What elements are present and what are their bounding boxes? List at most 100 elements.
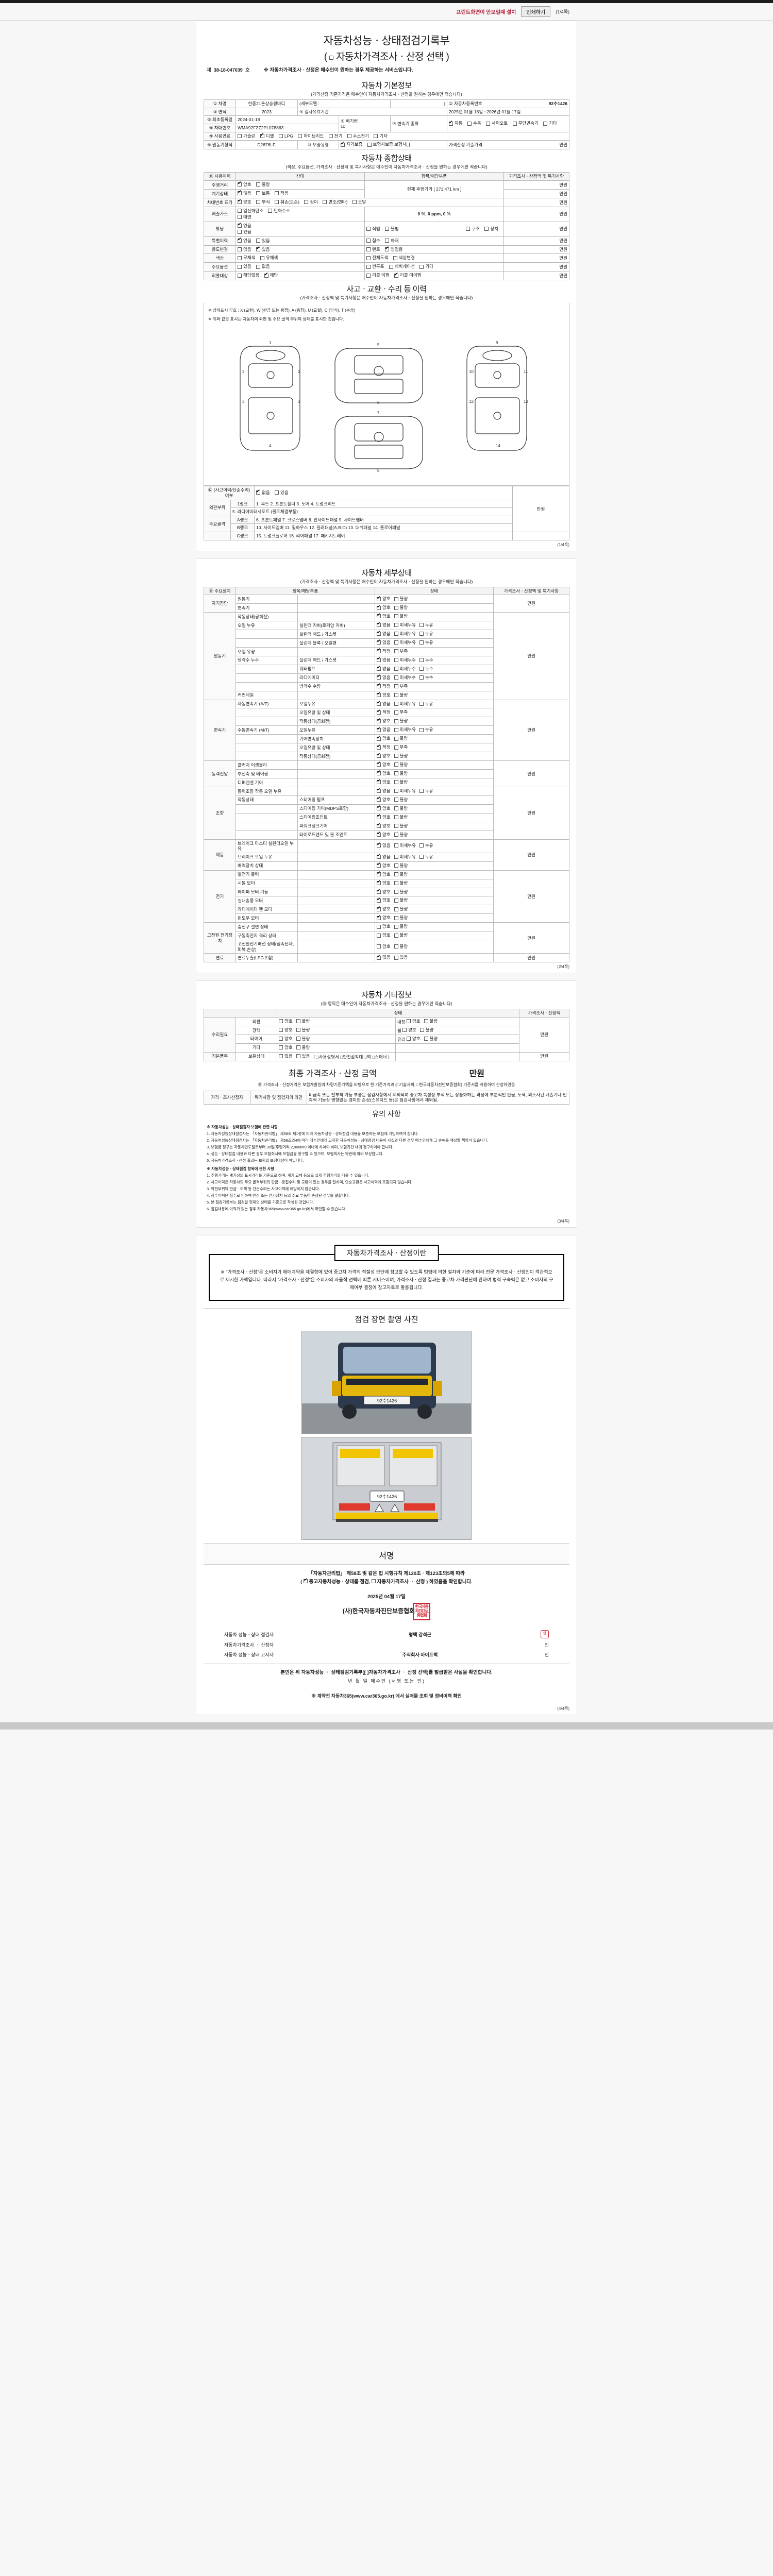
checkbox-icon[interactable] (296, 1028, 300, 1032)
checkbox-icon[interactable] (377, 718, 381, 723)
detail-state-6-3-0[interactable]: 양호 (377, 897, 391, 903)
fuel-opt-4[interactable]: 전기 (328, 133, 342, 139)
checkbox-icon[interactable] (394, 843, 398, 848)
checkbox-icon[interactable] (377, 871, 381, 876)
checkbox-icon[interactable] (377, 814, 381, 819)
tuning-device[interactable]: 장치 (484, 226, 498, 232)
checkbox-icon[interactable] (394, 272, 399, 278)
checkbox-icon[interactable] (385, 226, 390, 231)
checkbox-icon[interactable] (419, 632, 424, 636)
checkbox-icon[interactable] (394, 719, 398, 723)
checkbox-icon[interactable] (402, 1028, 407, 1032)
checkbox-icon[interactable] (366, 264, 371, 269)
tuning-yes[interactable]: 있음 (238, 229, 251, 235)
checkbox-icon[interactable] (377, 683, 381, 688)
checkbox-icon[interactable] (352, 200, 357, 205)
checkbox-icon[interactable] (419, 727, 424, 732)
detail-state-2-5-0[interactable]: 적정 (377, 744, 391, 750)
checkbox-icon[interactable] (407, 1019, 411, 1024)
checkbox-icon[interactable] (385, 238, 390, 243)
checkbox-icon[interactable] (394, 832, 398, 837)
detail-state-7-2-0[interactable]: 양호 (377, 944, 391, 950)
trans-opt-1[interactable]: 수동 (467, 121, 481, 126)
recall-applicable[interactable]: 해당 (264, 272, 278, 278)
detail-state-6-4-0[interactable]: 양호 (377, 906, 391, 912)
checkbox-icon[interactable] (256, 182, 261, 187)
state-good[interactable]: 양호 (238, 181, 251, 188)
detail-state-7-2-1[interactable]: 불량 (394, 944, 408, 950)
checkbox-icon[interactable] (419, 1028, 424, 1032)
checkbox-icon[interactable] (512, 121, 517, 126)
checkbox-icon[interactable] (377, 944, 381, 949)
checkbox-icon[interactable] (279, 1054, 283, 1058)
detail-state-3-0-0[interactable]: 양호 (377, 761, 391, 768)
checkbox-icon[interactable] (377, 596, 381, 601)
checkbox-icon[interactable] (377, 744, 381, 750)
checkbox-icon[interactable] (377, 842, 381, 848)
usechange-yes[interactable]: 있음 (256, 246, 270, 252)
checkbox-icon[interactable] (304, 200, 309, 205)
checkbox-icon[interactable] (377, 630, 381, 636)
detail-state-1-5-0[interactable]: 없음 (377, 656, 391, 663)
detail-state-3-2-0[interactable]: 양호 (377, 778, 391, 785)
checkbox-icon[interactable] (366, 247, 371, 251)
detail-state-5-0-2[interactable]: 누유 (419, 843, 433, 849)
checkbox-icon[interactable] (377, 770, 381, 776)
checkbox-icon[interactable] (377, 831, 381, 837)
detail-state-4-1-0[interactable]: 양호 (377, 796, 391, 803)
fuel-opt-3[interactable]: 하이브리드 (298, 133, 324, 139)
detail-state-1-0-0[interactable]: 양호 (377, 613, 391, 619)
checkbox-icon[interactable] (377, 853, 381, 859)
detail-state-2-3-0[interactable]: 없음 (377, 726, 391, 733)
checkbox-icon[interactable] (377, 648, 381, 654)
checkbox-icon[interactable] (394, 710, 398, 715)
checkbox-icon[interactable] (419, 264, 424, 269)
detail-state-4-2-1[interactable]: 불량 (394, 806, 408, 811)
checkbox-icon[interactable] (260, 132, 264, 138)
checkbox-icon[interactable] (394, 933, 398, 938)
vin-state-0[interactable]: 양호 (238, 198, 251, 205)
checkbox-icon[interactable] (296, 1054, 300, 1058)
detail-state-6-4-1[interactable]: 불량 (394, 906, 408, 912)
checkbox-icon[interactable] (486, 121, 491, 126)
checkbox-icon[interactable] (238, 256, 242, 260)
checkbox-icon[interactable] (394, 640, 398, 645)
checkbox-icon[interactable] (419, 855, 424, 859)
tuning-structure[interactable]: 구조 (466, 226, 480, 232)
etc-state-0-3-1[interactable]: 불량 (296, 1045, 310, 1050)
checkbox-icon[interactable] (394, 880, 398, 885)
checkbox-icon[interactable] (366, 226, 371, 231)
checkbox-icon[interactable] (466, 226, 470, 231)
usechange-rent[interactable]: 렌트 (366, 247, 380, 252)
detail-state-2-3-2[interactable]: 누유 (419, 727, 433, 733)
detail-state-3-1-1[interactable]: 불량 (394, 771, 408, 776)
detail-state-5-2-1[interactable]: 불량 (394, 863, 408, 869)
special-flood[interactable]: 침수 (366, 238, 380, 244)
emission-smoke[interactable]: 매연 (238, 214, 251, 220)
checkbox-icon[interactable] (377, 726, 381, 732)
detail-state-2-2-0[interactable]: 양호 (377, 718, 391, 724)
checkbox-icon[interactable] (377, 897, 381, 903)
detail-state-1-3-1[interactable]: 미세누유 (394, 640, 416, 646)
option-etc[interactable]: 기타 (419, 264, 433, 269)
checkbox-icon[interactable] (298, 133, 303, 138)
detail-state-2-1-1[interactable]: 부족 (394, 709, 408, 715)
etc-rstate-0-2-0[interactable]: 양호 (407, 1036, 421, 1042)
detail-state-4-3-0[interactable]: 양호 (377, 814, 391, 820)
detail-state-3-1-0[interactable]: 양호 (377, 770, 391, 776)
detail-state-7-1-1[interactable]: 불량 (394, 933, 408, 938)
checkbox-icon[interactable] (394, 684, 398, 688)
checkbox-icon[interactable] (389, 264, 393, 269)
option-navigation[interactable]: 네비게이션 (389, 264, 415, 269)
color-changed[interactable]: 색상변경 (393, 255, 415, 261)
stmt-checkbox-price[interactable] (372, 1579, 376, 1583)
checkbox-icon[interactable] (377, 954, 381, 960)
detail-state-1-1-2[interactable]: 누유 (419, 622, 433, 628)
checkbox-icon[interactable] (394, 889, 398, 894)
detail-state-6-1-1[interactable]: 불량 (394, 880, 408, 886)
detail-state-2-5-1[interactable]: 부족 (394, 744, 408, 750)
detail-state-1-8-0[interactable]: 적정 (377, 683, 391, 689)
vin-state-3[interactable]: 상이 (304, 199, 318, 205)
checkbox-icon[interactable] (341, 141, 345, 147)
detail-state-2-6-0[interactable]: 양호 (377, 752, 391, 759)
